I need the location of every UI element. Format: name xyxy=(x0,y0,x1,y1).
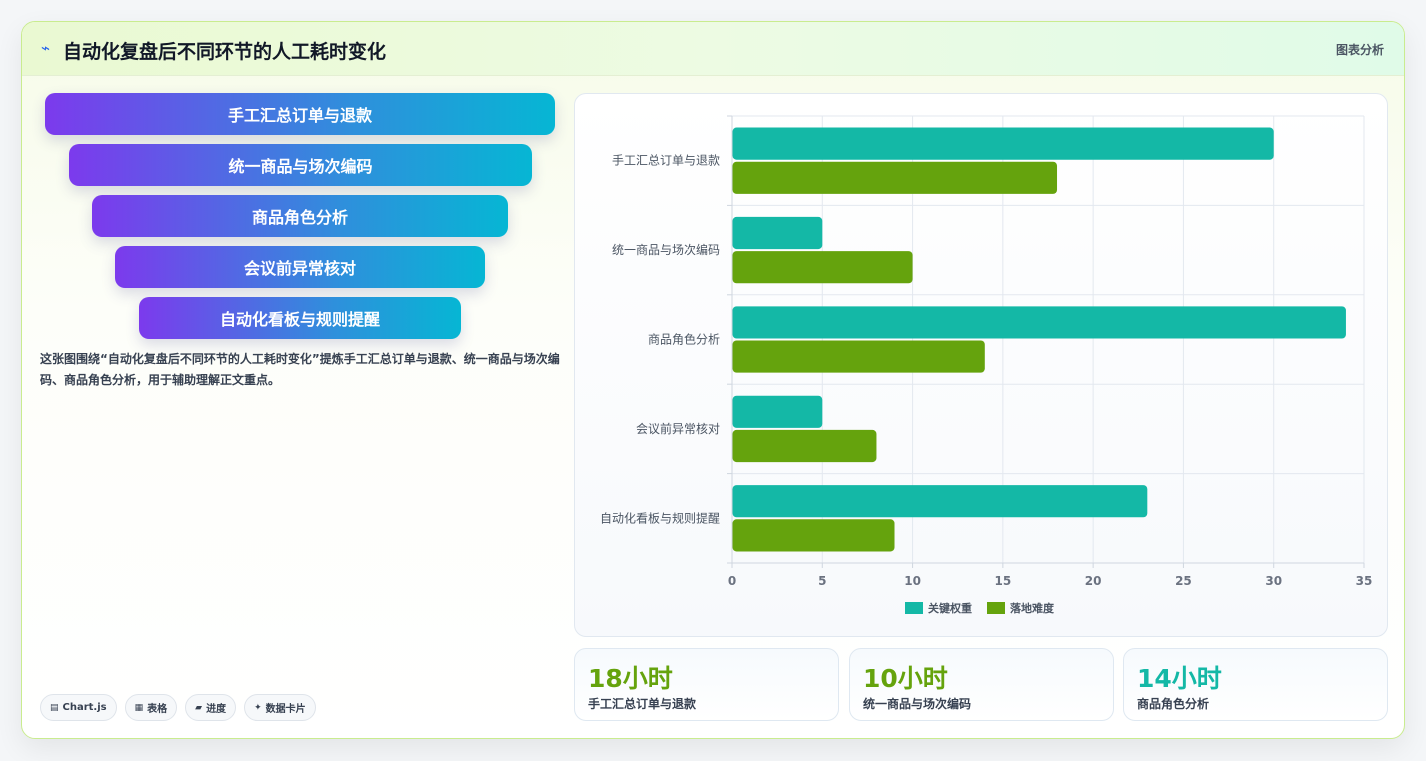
chart-analysis-link[interactable]: 图表分析 xyxy=(1335,43,1384,57)
tag-chips: ▤ Chart.js ▦ 表格 ▰ 进度 ✦ 数据卡片 xyxy=(40,694,316,721)
chip-data-card[interactable]: ✦ 数据卡片 xyxy=(244,694,316,721)
stat-label: 统一商品与场次编码 xyxy=(863,697,972,711)
bar-difficulty xyxy=(732,251,913,284)
bar-difficulty xyxy=(732,429,877,463)
chip-label: 数据卡片 xyxy=(265,704,306,715)
funnel-step-1: 手工汇总订单与退款 xyxy=(45,93,555,135)
bar-key-weight xyxy=(732,306,1346,339)
page-title: 自动化复盘后不同环节的人工耗时变化 xyxy=(63,41,387,63)
sparkle-icon: ✦ xyxy=(254,702,262,713)
chip-progress[interactable]: ▰ 进度 xyxy=(185,694,237,721)
bar-key-weight xyxy=(732,216,823,250)
progress-icon: ▰ xyxy=(195,702,203,713)
table-icon: ▦ xyxy=(134,702,144,713)
bar-key-weight xyxy=(732,127,1274,160)
stat-card-3: 14小时 商品角色分析 xyxy=(1123,648,1388,721)
chart-panel: 0 5 10 15 20 25 30 35 手工汇总订单与退款 统一商品与场次编码商品角色分析会议… xyxy=(574,93,1388,637)
stat-card-1: 18小时 手工汇总订单与退款 xyxy=(574,648,839,721)
y-category-label: 会议前异常核对 xyxy=(636,421,720,436)
stat-value: 18小时 xyxy=(588,664,673,693)
legend-label: 关键权重 xyxy=(928,601,972,615)
stat-label: 商品角色分析 xyxy=(1137,697,1210,711)
chip-label: 表格 xyxy=(147,704,168,715)
stat-label: 手工汇总订单与退款 xyxy=(588,697,697,711)
x-tick-label: 35 xyxy=(1356,574,1373,588)
funnel-step-3: 商品角色分析 xyxy=(92,195,508,237)
chip-table[interactable]: ▦ 表格 xyxy=(124,694,178,721)
y-category-label: 自动化看板与规则提醒 xyxy=(600,510,720,525)
stat-card-2: 10小时 统一商品与场次编码 xyxy=(849,648,1114,721)
x-tick-label: 15 xyxy=(995,574,1012,588)
chip-label: Chart.js xyxy=(62,702,107,713)
y-category-label: 统一商品与场次编码 xyxy=(612,242,720,257)
chart-card: ⌁ 自动化复盘后不同环节的人工耗时变化 图表分析 手工汇总订单与退款 统一商品与… xyxy=(21,21,1405,739)
stat-value: 10小时 xyxy=(863,664,948,693)
bar-key-weight xyxy=(732,395,823,428)
chart-line-icon: ⌁ xyxy=(41,39,51,57)
legend-label: 落地难度 xyxy=(1010,601,1055,615)
card-header: ⌁ 自动化复盘后不同环节的人工耗时变化 图表分析 xyxy=(22,22,1404,76)
bar-key-weight xyxy=(732,485,1148,518)
x-tick-label: 30 xyxy=(1265,574,1282,588)
x-tick-label: 5 xyxy=(818,574,826,588)
y-category-label: 商品角色分析 xyxy=(648,332,720,347)
y-category-label: 手工汇总订单与退款 xyxy=(612,154,720,168)
legend-swatch xyxy=(987,602,1005,614)
x-tick-label: 0 xyxy=(728,574,736,588)
bar-difficulty xyxy=(732,161,1058,194)
x-tick-label: 20 xyxy=(1085,574,1102,588)
chip-chartjs[interactable]: ▤ Chart.js xyxy=(40,694,117,721)
stat-value: 14小时 xyxy=(1137,664,1222,693)
legend-swatch xyxy=(905,602,923,614)
bar-difficulty xyxy=(732,340,985,373)
chart-icon: ▤ xyxy=(50,702,59,713)
description-text: 这张图围绕“自动化复盘后不同环节的人工耗时变化”提炼手工汇总订单与退款、统一商品… xyxy=(40,352,560,387)
chip-label: 进度 xyxy=(206,704,227,715)
funnel-step-5: 自动化看板与规则提醒 xyxy=(139,297,461,339)
funnel-step-2: 统一商品与场次编码 xyxy=(69,144,532,186)
bar-chart: 0 5 10 15 20 25 30 35 手工汇总订单与退款统一商品与场次编码商品角色分析会议… xyxy=(600,115,1373,615)
funnel-step-4: 会议前异常核对 xyxy=(115,246,485,288)
x-tick-label: 10 xyxy=(904,574,921,588)
x-tick-label: 25 xyxy=(1175,574,1192,588)
bar-difficulty xyxy=(732,519,895,552)
